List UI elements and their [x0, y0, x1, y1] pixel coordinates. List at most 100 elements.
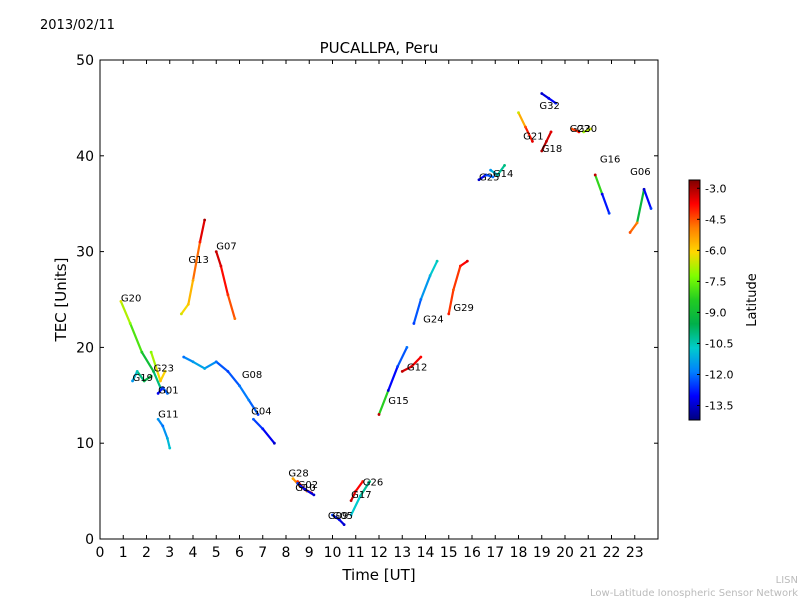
point-label-g15: G15	[388, 396, 408, 407]
colorbar-tick-label: -10.5	[705, 337, 733, 350]
point-label-g14: G14	[493, 169, 513, 180]
y-tick-label: 20	[76, 340, 94, 356]
data-point	[161, 386, 165, 390]
y-tick-label: 50	[76, 53, 94, 69]
data-point	[491, 175, 495, 179]
series-g25	[477, 173, 495, 182]
x-axis-label: Time [UT]	[341, 566, 415, 584]
point-label-g22: G22	[570, 124, 590, 135]
data-point	[452, 288, 455, 292]
series-segment	[252, 418, 264, 430]
data-point	[186, 302, 190, 306]
x-tick-label: 13	[393, 545, 411, 561]
point-label-g32: G32	[539, 101, 559, 112]
data-point	[484, 173, 488, 177]
data-point	[226, 369, 230, 373]
data-point	[214, 250, 218, 254]
point-label-g17: G17	[351, 490, 371, 501]
series-segment	[452, 264, 462, 292]
series-g26	[349, 480, 372, 517]
data-point	[168, 446, 172, 450]
data-point	[191, 360, 195, 364]
data-point	[156, 391, 160, 395]
series-g19	[131, 369, 153, 383]
data-point	[163, 369, 167, 373]
point-label-g20: G20	[121, 293, 141, 304]
point-label-g08: G08	[242, 370, 262, 381]
series-segment	[540, 140, 548, 153]
point-label-g28: G28	[288, 469, 308, 480]
data-point	[354, 489, 358, 493]
data-point	[338, 518, 341, 522]
x-tick-label: 9	[305, 545, 314, 561]
series-g01	[156, 386, 169, 395]
x-tick-label: 15	[440, 545, 458, 561]
data-point	[154, 365, 158, 368]
point-label-g26: G26	[363, 477, 383, 488]
data-point	[570, 127, 574, 131]
data-point	[368, 480, 372, 483]
series-segment	[226, 293, 236, 320]
point-label-g10: G10	[295, 483, 315, 494]
data-point	[182, 355, 186, 359]
series-segment	[331, 513, 341, 521]
series-segment	[540, 92, 550, 100]
series-segment	[628, 221, 639, 234]
series-g16	[593, 173, 611, 215]
series-segment	[187, 279, 195, 306]
series-g08	[182, 355, 260, 416]
chart-title: PUCALLPA, Peru	[320, 39, 439, 57]
data-point	[149, 374, 153, 378]
series-g21	[517, 111, 534, 143]
x-tick-label: 21	[579, 545, 597, 561]
series-segment	[524, 125, 534, 143]
data-point	[119, 300, 123, 303]
series-g32	[540, 92, 558, 105]
series-segment	[129, 322, 143, 354]
data-point	[547, 96, 551, 100]
x-tick-label: 11	[347, 545, 365, 561]
x-tick-label: 22	[603, 545, 621, 561]
data-point	[214, 360, 218, 364]
series-g14	[489, 163, 506, 177]
series-segment	[594, 173, 604, 196]
data-point	[156, 417, 160, 421]
data-point	[359, 494, 362, 498]
data-point	[540, 149, 544, 153]
x-tick-label: 0	[96, 545, 105, 561]
colorbar-tick-label: -9.0	[705, 306, 726, 319]
colorbar-scale	[688, 179, 701, 421]
series-segment	[150, 351, 157, 368]
series-segment	[154, 365, 162, 383]
point-label-g18: G18	[542, 144, 562, 155]
series-g29	[447, 259, 469, 316]
data-point	[503, 163, 506, 167]
series-segment	[401, 365, 413, 373]
data-point	[131, 379, 134, 383]
data-point	[331, 513, 334, 517]
series-segment	[143, 375, 153, 383]
series-segment	[215, 360, 229, 373]
x-tick-label: 7	[258, 545, 267, 561]
plot-area: G20G19G23G01G11G13G07G08G04G28G02G10G09G…	[52, 39, 659, 584]
data-point	[256, 413, 260, 416]
series-segment	[496, 164, 506, 177]
data-point	[607, 211, 611, 215]
series-segment	[410, 355, 422, 368]
data-point	[412, 322, 416, 325]
series-g04	[252, 417, 276, 445]
y-tick-label: 10	[76, 436, 94, 452]
series-segment	[477, 173, 488, 181]
series-g06	[628, 187, 653, 234]
series-g07	[214, 250, 237, 321]
data-point	[161, 424, 165, 428]
y-tick-label: 0	[85, 532, 94, 548]
series-segment	[119, 300, 132, 325]
series-segment	[203, 360, 218, 370]
data-point	[517, 111, 520, 115]
series-segment	[489, 169, 499, 177]
point-label-g05: G05	[333, 511, 353, 522]
point-label-g24: G24	[423, 314, 443, 325]
data-point	[405, 346, 409, 349]
colorbar-label: Latitude	[745, 273, 760, 327]
